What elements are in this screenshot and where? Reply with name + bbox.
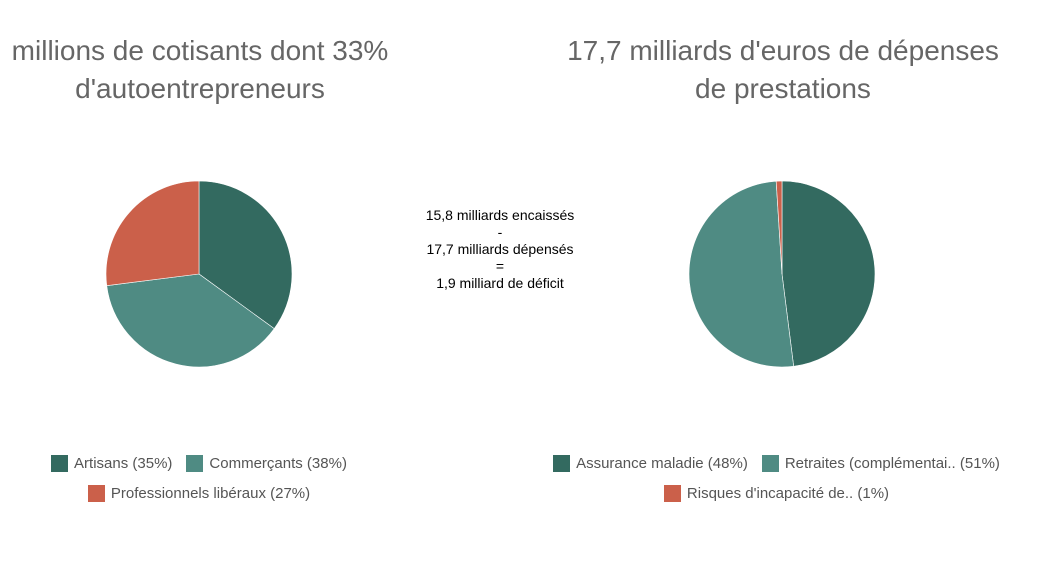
legend-label: Risques d'incapacité de.. (1%) [686,484,890,502]
legend-swatch [51,454,69,472]
title-line-1: 17,7 milliards d'euros de dépenses [567,35,999,66]
legend-item-artisans[interactable]: Artisans (35%) [51,454,173,472]
legend-label: Assurance maladie (48%) [576,454,748,472]
legend-depenses: Assurance maladie (48%) Retraites (compl… [515,448,1038,508]
legend-label: Artisans (35%) [74,454,173,472]
pie-chart-depenses [688,180,876,368]
deficit-text: 1,9 milliard de déficit [436,275,564,291]
legend-item-risques-incapacite[interactable]: Risques d'incapacité de.. (1%) [663,484,890,502]
legend-label: Commerçants (38%) [209,454,347,472]
pie-slice-risques-d-incapacit-de[interactable] [775,180,783,275]
title-line-1: millions de cotisants dont 33% [11,35,389,66]
pie-slice-professionnels-lib-raux[interactable] [105,180,200,286]
depenses-text: 17,7 milliards dépensés [426,241,574,257]
legend-swatch [553,454,571,472]
legend-label: Retraites (complémentai.. (51%) [784,454,1000,472]
legend-swatch [87,484,105,502]
legend-item-retraites[interactable]: Retraites (complémentai.. (51%) [761,454,1000,472]
pie-slice-commer-ants[interactable] [106,273,275,368]
title-line-2: d'autoentrepreneurs [75,73,325,104]
pie-chart-cotisants [105,180,293,368]
legend-item-commercants[interactable]: Commerçants (38%) [186,454,347,472]
legend-cotisants: Artisans (35%) Commerçants (38%) Profess… [0,448,398,508]
legend-swatch [186,454,204,472]
pie-slice-assurance-maladie[interactable] [781,180,876,367]
pie-slice-artisans[interactable] [198,180,293,330]
legend-swatch [663,484,681,502]
title-line-2: de prestations [695,73,871,104]
chart-title-cotisants: millions de cotisants dont 33% d'autoent… [0,32,450,108]
legend-swatch [761,454,779,472]
legend-label: Professionnels libéraux (27%) [110,484,311,502]
minus-sign: - [497,224,503,240]
legend-item-professionnels-liberaux[interactable]: Professionnels libéraux (27%) [87,484,311,502]
deficit-summary: 15,8 milliards encaissés - 17,7 milliard… [400,207,600,292]
legend-item-assurance-maladie[interactable]: Assurance maladie (48%) [553,454,748,472]
equals-sign: = [495,258,505,274]
pie-slice-retraites-compl-mentai[interactable] [688,180,794,368]
chart-title-depenses: 17,7 milliards d'euros de dépenses de pr… [533,32,1033,108]
encaisses-text: 15,8 milliards encaissés [425,207,575,223]
